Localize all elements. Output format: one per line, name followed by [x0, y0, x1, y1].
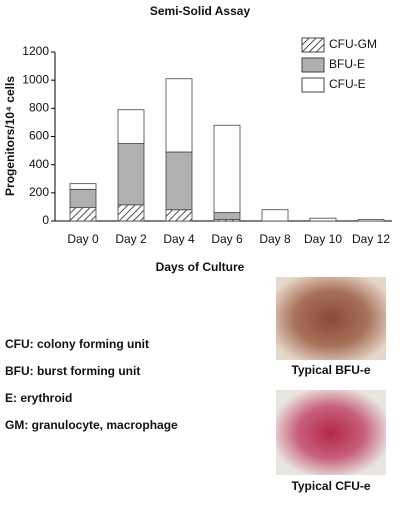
y-tick-label: 200	[29, 185, 49, 199]
annotation: E: erythroid	[5, 391, 72, 405]
legend-swatch	[301, 77, 325, 93]
y-tick-label: 1200	[22, 44, 49, 58]
bar-segment	[69, 207, 97, 222]
legend-label: CFU-E	[329, 77, 366, 91]
annotation: GM: granulocyte, macrophage	[5, 418, 178, 432]
bar-segment	[165, 209, 193, 222]
bar-segment	[117, 109, 145, 144]
y-tick-label: 1000	[22, 72, 49, 86]
y-tick-label: 600	[29, 129, 49, 143]
x-tick-label: Day 0	[67, 232, 99, 246]
x-tick-label: Day 10	[304, 232, 342, 246]
bar-segment	[309, 217, 337, 222]
legend-label: BFU-E	[329, 57, 365, 71]
bar-segment	[69, 183, 97, 190]
bar-segment	[213, 212, 241, 220]
legend-swatch	[301, 57, 325, 73]
image-caption: Typical CFU-e	[291, 479, 370, 493]
x-tick-label: Day 6	[211, 232, 243, 246]
bar-segment	[117, 204, 145, 222]
cfu-photo	[276, 390, 386, 475]
bar-segment	[165, 151, 193, 211]
x-tick-label: Day 12	[352, 232, 390, 246]
annotation: BFU: burst forming unit	[5, 364, 140, 378]
bar-segment	[357, 219, 385, 222]
y-tick-label: 800	[29, 101, 49, 115]
x-tick-label: Day 2	[115, 232, 147, 246]
x-tick-label: Day 8	[259, 232, 291, 246]
x-tick-label: Day 4	[163, 232, 195, 246]
bar-segment	[165, 78, 193, 153]
y-tick-label: 400	[29, 157, 49, 171]
x-axis-title: Days of Culture	[156, 260, 245, 274]
bar-segment	[261, 209, 289, 222]
legend-label: CFU-GM	[329, 37, 377, 51]
annotation: CFU: colony forming unit	[5, 337, 149, 351]
bfu-photo	[276, 277, 386, 360]
image-caption: Typical BFU-e	[291, 363, 370, 377]
chart-title: Semi-Solid Assay	[150, 4, 251, 18]
y-axis-title: Progenitors/10⁴ cells	[3, 76, 17, 196]
bar-segment	[213, 124, 241, 213]
legend-swatch	[301, 37, 325, 53]
y-tick-label: 0	[42, 213, 49, 227]
bar-segment	[117, 143, 145, 206]
bar-segment	[69, 188, 97, 209]
